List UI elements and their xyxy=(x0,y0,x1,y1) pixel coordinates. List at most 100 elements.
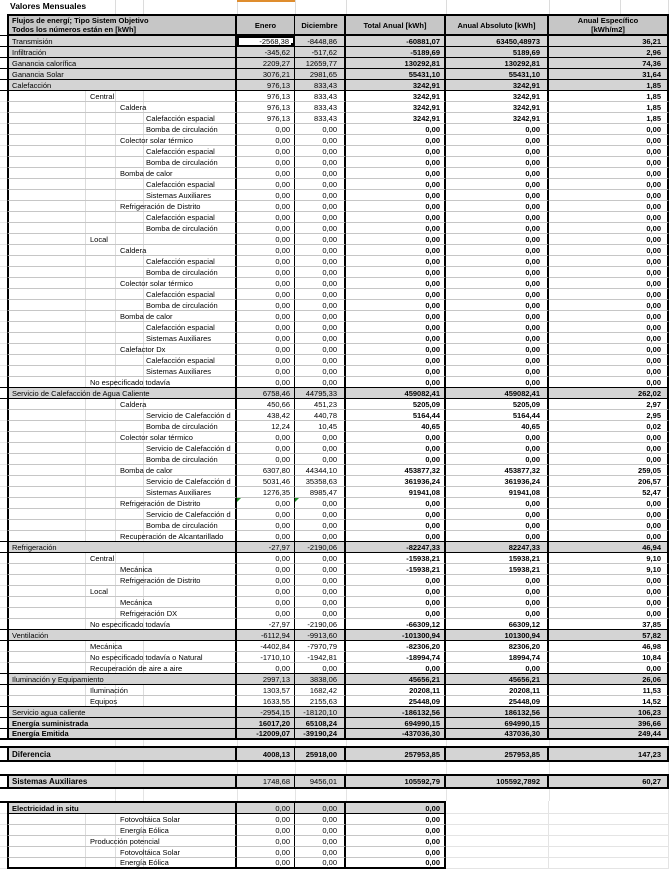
cell-tot[interactable]: -186132,56 xyxy=(346,707,446,718)
cell-dic[interactable]: 0,00 xyxy=(295,311,346,322)
cell-esp[interactable]: 0,00 xyxy=(549,278,669,289)
cell-abs[interactable]: 0,00 xyxy=(446,168,549,179)
cell-enero[interactable]: 0,00 xyxy=(237,608,295,619)
cell-dic[interactable]: 0,00 xyxy=(295,432,346,443)
cell-enero[interactable]: 0,00 xyxy=(237,168,295,179)
cell-enero[interactable]: 0,00 xyxy=(237,157,295,168)
row-label[interactable]: Fotovoltáica Solar xyxy=(7,814,237,825)
row-label[interactable]: Sistemas Auxiliares xyxy=(7,487,237,498)
row-label[interactable]: Bomba de calor xyxy=(7,168,237,179)
row-label[interactable]: Transmisión xyxy=(7,36,237,47)
cell-dic[interactable]: 0,00 xyxy=(295,377,346,388)
cell-tot[interactable]: 0,00 xyxy=(346,234,446,245)
cell-abs[interactable]: 0,00 xyxy=(446,135,549,146)
row-label[interactable]: Fotovoltáica Solar xyxy=(7,847,237,858)
cell-tot[interactable]: -66309,12 xyxy=(346,619,446,630)
cell-tot[interactable]: 0,00 xyxy=(346,146,446,157)
row-label[interactable]: No especificado todavía o Natural xyxy=(7,652,237,663)
row-label[interactable]: Caldera xyxy=(7,399,237,410)
cell-dic[interactable]: 0,00 xyxy=(295,168,346,179)
cell-enero[interactable]: 0,00 xyxy=(237,234,295,245)
cell-tot[interactable]: 0,00 xyxy=(346,300,446,311)
cell-enero[interactable]: 0,00 xyxy=(237,454,295,465)
cell-dic[interactable]: 833,43 xyxy=(295,113,346,124)
cell-esp[interactable]: 147,23 xyxy=(549,746,669,762)
cell-esp[interactable]: 0,00 xyxy=(549,201,669,212)
cell-esp[interactable]: 37,85 xyxy=(549,619,669,630)
cell-dic[interactable]: -39190,24 xyxy=(295,729,346,740)
column-header-anual-especifico[interactable]: Anual Específico [kWh/m2] xyxy=(549,14,669,36)
cell-esp[interactable]: 0,00 xyxy=(549,509,669,520)
cell-esp[interactable]: 0,00 xyxy=(549,355,669,366)
cell-dic[interactable]: 0,00 xyxy=(295,190,346,201)
row-label[interactable]: Calefacción espacial xyxy=(7,355,237,366)
cell-abs[interactable]: 0,00 xyxy=(446,355,549,366)
cell-dic[interactable]: 12659,77 xyxy=(295,58,346,69)
cell-dic[interactable]: 0,00 xyxy=(295,289,346,300)
cell-tot[interactable]: 0,00 xyxy=(346,858,446,869)
cell-tot[interactable]: 0,00 xyxy=(346,801,446,814)
cell-esp[interactable]: 11,53 xyxy=(549,685,669,696)
row-label[interactable]: Refrigeración de Distrito xyxy=(7,201,237,212)
cell-esp[interactable]: 0,00 xyxy=(549,608,669,619)
cell-dic[interactable]: 0,00 xyxy=(295,814,346,825)
cell-enero[interactable]: 0,00 xyxy=(237,836,295,847)
cell-enero[interactable]: 0,00 xyxy=(237,443,295,454)
cell-tot[interactable]: 0,00 xyxy=(346,825,446,836)
column-header-anual-absoluto[interactable]: Anual Absoluto [kWh] xyxy=(446,14,549,36)
cell-tot[interactable]: 453877,32 xyxy=(346,465,446,476)
cell-abs[interactable]: 5164,44 xyxy=(446,410,549,421)
cell-abs[interactable]: 0,00 xyxy=(446,311,549,322)
cell-enero[interactable]: 3076,21 xyxy=(237,69,295,80)
cell-abs[interactable]: 101300,94 xyxy=(446,630,549,641)
cell-tot[interactable]: 0,00 xyxy=(346,322,446,333)
cell-esp[interactable]: 57,82 xyxy=(549,630,669,641)
cell-dic[interactable]: 451,23 xyxy=(295,399,346,410)
cell-enero[interactable]: 0,00 xyxy=(237,564,295,575)
cell-enero[interactable]: 1276,35 xyxy=(237,487,295,498)
row-label[interactable]: No especificado todavía xyxy=(7,377,237,388)
row-label[interactable]: Energía Eólica xyxy=(7,858,237,869)
cell-abs[interactable]: 0,00 xyxy=(446,443,549,454)
cell-enero[interactable]: 0,00 xyxy=(237,531,295,542)
cell-esp[interactable]: 2,97 xyxy=(549,399,669,410)
cell-dic[interactable]: 0,00 xyxy=(295,355,346,366)
cell-abs-empty[interactable] xyxy=(446,801,549,814)
cell-esp[interactable]: 26,06 xyxy=(549,674,669,685)
cell-abs[interactable]: 0,00 xyxy=(446,267,549,278)
cell-tot[interactable]: -15938,21 xyxy=(346,564,446,575)
cell-enero[interactable]: 0,00 xyxy=(237,289,295,300)
cell-abs[interactable]: 0,00 xyxy=(446,223,549,234)
cell-esp[interactable]: 0,00 xyxy=(549,146,669,157)
cell-tot[interactable]: 0,00 xyxy=(346,597,446,608)
cell-esp[interactable]: 52,47 xyxy=(549,487,669,498)
cell-abs[interactable]: 0,00 xyxy=(446,432,549,443)
cell-esp[interactable]: 249,44 xyxy=(549,729,669,740)
cell-dic[interactable]: 44344,10 xyxy=(295,465,346,476)
cell-enero[interactable]: 0,00 xyxy=(237,278,295,289)
cell-abs[interactable]: 186132,56 xyxy=(446,707,549,718)
cell-enero[interactable]: 0,00 xyxy=(237,520,295,531)
cell-enero[interactable]: 0,00 xyxy=(237,553,295,564)
cell-abs[interactable]: 0,00 xyxy=(446,289,549,300)
cell-tot[interactable]: 20208,11 xyxy=(346,685,446,696)
cell-abs[interactable]: 0,00 xyxy=(446,212,549,223)
cell-esp-empty[interactable] xyxy=(549,801,669,814)
row-label[interactable]: Bomba de circulación xyxy=(7,454,237,465)
cell-enero[interactable]: 0,00 xyxy=(237,847,295,858)
cell-dic[interactable]: 65108,24 xyxy=(295,718,346,729)
row-label[interactable]: Bomba de circulación xyxy=(7,520,237,531)
row-label[interactable]: Producción potencial xyxy=(7,836,237,847)
cell-dic[interactable]: 0,00 xyxy=(295,575,346,586)
cell-enero[interactable]: 16017,20 xyxy=(237,718,295,729)
row-label[interactable]: Ventilación xyxy=(7,630,237,641)
cell-enero[interactable]: 0,00 xyxy=(237,814,295,825)
cell-abs[interactable]: 0,00 xyxy=(446,344,549,355)
cell-tot[interactable]: 0,00 xyxy=(346,256,446,267)
row-label[interactable]: Calefacción espacial xyxy=(7,113,237,124)
cell-abs[interactable]: 0,00 xyxy=(446,322,549,333)
cell-enero[interactable]: -2954,15 xyxy=(237,707,295,718)
cell-abs-empty[interactable] xyxy=(446,847,549,858)
cell-enero[interactable]: 2997,13 xyxy=(237,674,295,685)
cell-dic[interactable]: 0,00 xyxy=(295,825,346,836)
